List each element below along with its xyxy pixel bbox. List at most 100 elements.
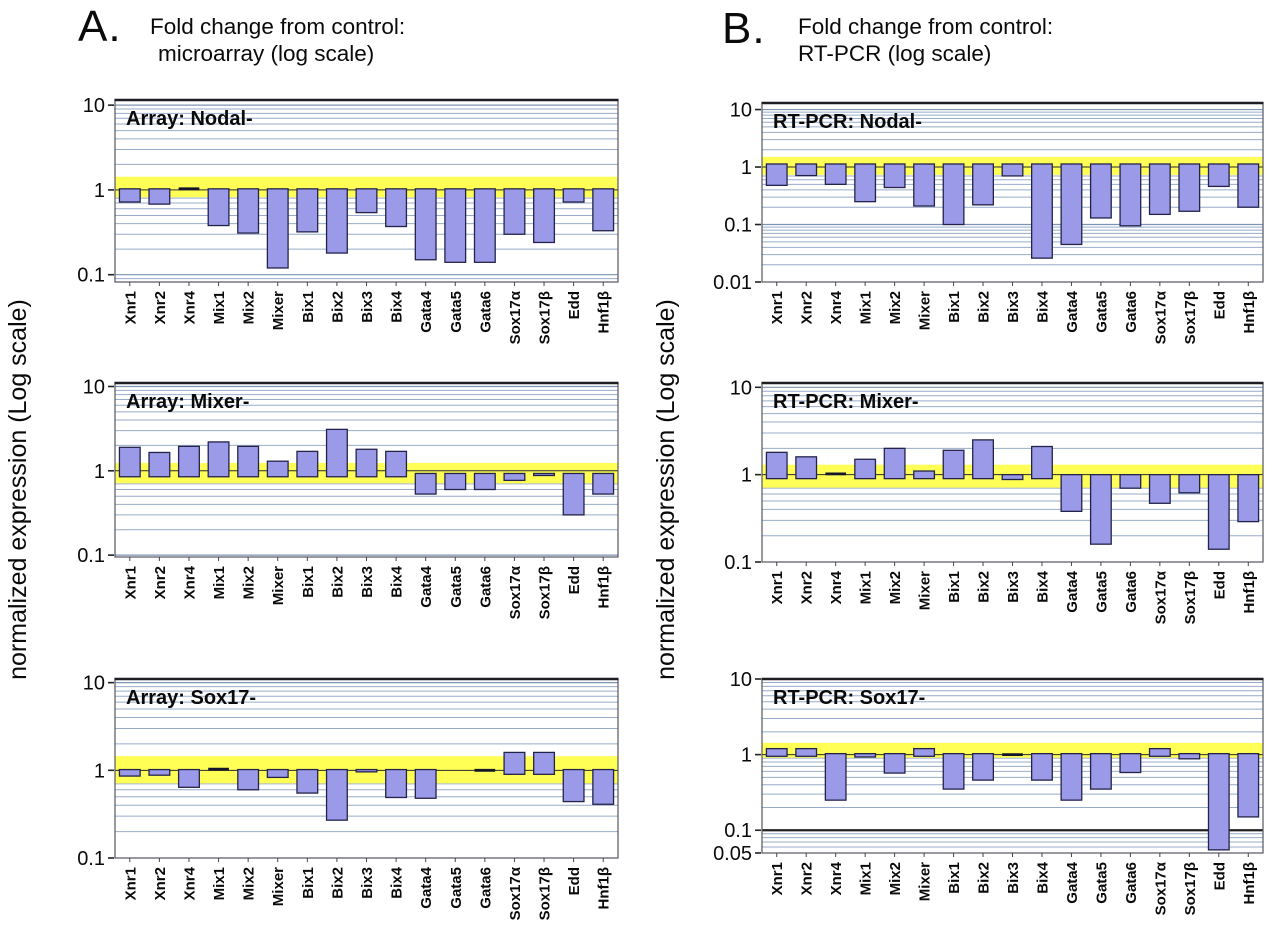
chart-array-nodal: 10 1 0.1 Xnr1 Xnr2 Xnr4 Mix1 Mix2 Mixer Bix1 Bix2 B… xyxy=(77,95,619,344)
x-category-label: Sox17β xyxy=(1182,862,1199,915)
x-category-label: Sox17α xyxy=(1152,570,1169,624)
chart-array-mixer: 10 1 0.1 Xnr1 Xnr2 Xnr4 Mix1 Mix2 Mixer Bix1 Bix2 B… xyxy=(77,376,619,619)
y-tick-label: 10 xyxy=(83,673,105,695)
bar-Bix3 xyxy=(1001,473,1024,481)
x-category-label: Xnr4 xyxy=(828,570,845,604)
x-category-label: Gata4 xyxy=(1064,570,1081,612)
bar-Hnf1β xyxy=(1237,473,1260,523)
bar-Mixer xyxy=(913,747,936,757)
y-tick-label: 1 xyxy=(94,760,105,782)
y-tick-label: 1 xyxy=(741,465,752,487)
bar-Mixer xyxy=(266,768,289,779)
bar-Bix1 xyxy=(296,450,319,478)
x-category-label: Gata4 xyxy=(418,290,435,332)
x-category-label: Mix2 xyxy=(887,291,904,324)
bar-Xnr4 xyxy=(824,163,847,185)
x-category-label: Gata4 xyxy=(1064,861,1081,903)
bar-Gata6 xyxy=(1119,163,1142,227)
bar-Xnr2 xyxy=(148,188,171,205)
bar-Xnr1 xyxy=(118,446,141,478)
chart-title-array-mixer: Array: Mixer- xyxy=(126,391,249,413)
x-category-label: Xnr1 xyxy=(122,867,139,900)
bar-Xnr4 xyxy=(177,445,200,478)
x-category-label: Bix4 xyxy=(389,565,406,597)
bar-Bix4 xyxy=(1031,445,1053,480)
x-category-label: Bix3 xyxy=(1005,291,1022,323)
x-category-label: Bix4 xyxy=(1034,290,1051,322)
bar-Sox17β xyxy=(533,472,556,477)
x-category-label: Edd xyxy=(566,867,583,895)
bar-Hnf1β xyxy=(1237,752,1260,818)
x-category-label: Sox17α xyxy=(1152,290,1169,344)
bar-Bix3 xyxy=(355,448,378,478)
x-category-label: Xnr1 xyxy=(769,291,786,324)
bar-Gata5 xyxy=(1089,163,1112,219)
chart-title-rtpcr-nodal: RT-PCR: Nodal- xyxy=(773,111,922,133)
x-category-label: Xnr4 xyxy=(828,861,845,895)
x-category-label: Xnr4 xyxy=(181,866,198,900)
x-category-label: Bix4 xyxy=(389,866,406,898)
bar-Edd xyxy=(1207,752,1230,851)
bar-Xnr1 xyxy=(765,747,788,757)
x-category-label: Gata6 xyxy=(1123,571,1140,613)
bar-Mixer xyxy=(266,188,289,269)
x-category-label: Bix1 xyxy=(300,566,317,598)
bar-Bix4 xyxy=(1031,752,1053,781)
x-category-label: Mix1 xyxy=(858,291,875,324)
x-category-label: Xnr1 xyxy=(769,862,786,895)
bar-Mix2 xyxy=(883,752,906,774)
bar-Mixer xyxy=(266,460,289,478)
bar-Bix2 xyxy=(972,752,994,781)
x-category-label: Xnr1 xyxy=(122,291,139,324)
bar-Gata4 xyxy=(1060,473,1083,513)
bar-Bix3 xyxy=(1001,163,1024,177)
x-category-label: Gata6 xyxy=(477,566,494,608)
y-tick-label: 0.1 xyxy=(724,215,752,237)
x-category-label: Bix1 xyxy=(300,867,317,899)
bar-Mix1 xyxy=(207,188,230,227)
bar-Bix3 xyxy=(355,768,378,773)
x-category-label: Gata5 xyxy=(1093,862,1110,904)
y-tick-label: 1 xyxy=(94,180,105,202)
x-category-label: Gata4 xyxy=(418,866,435,908)
bar-Mix2 xyxy=(237,768,260,791)
panel-b-header-line2: RT-PCR (log scale) xyxy=(798,41,992,66)
panel-a-header-line2: microarray (log scale) xyxy=(158,41,375,66)
x-category-label: Sox17β xyxy=(537,867,554,920)
y-tick-label: 10 xyxy=(730,669,752,691)
bar-Xnr2 xyxy=(148,768,171,776)
bar-Gata5 xyxy=(1089,752,1112,790)
x-category-label: Mix2 xyxy=(887,862,904,895)
bar-Mix1 xyxy=(854,752,877,758)
x-category-label: Sox17β xyxy=(1182,571,1199,624)
x-category-label: Sox17β xyxy=(537,291,554,344)
bar-Gata6 xyxy=(1119,473,1142,489)
bar-Bix2 xyxy=(325,768,348,821)
bar-Xnr1 xyxy=(765,163,788,187)
x-category-label: Gata6 xyxy=(1123,862,1140,904)
bar-Gata4 xyxy=(414,768,437,799)
y-tick-label: 0.1 xyxy=(724,820,752,842)
y-tick-label: 10 xyxy=(730,377,752,399)
x-category-label: Mixer xyxy=(917,862,934,901)
bar-Sox17α xyxy=(1148,163,1171,216)
x-category-label: Sox17β xyxy=(1182,291,1199,344)
x-category-label: Gata6 xyxy=(477,291,494,333)
x-category-label: Mixer xyxy=(917,571,934,610)
x-category-label: Xnr1 xyxy=(769,571,786,604)
chart-rtpcr-nodal: 10 1 0.1 0.01 Xnr1 Xnr2 Xnr4 Mix1 Mix2 Mixer Bix1 B… xyxy=(713,100,1264,344)
bar-Mix2 xyxy=(237,188,260,234)
bar-Gata4 xyxy=(414,188,437,261)
x-category-label: Xnr1 xyxy=(122,566,139,599)
panel-a-header-line1: Fold change from control: xyxy=(150,14,406,39)
bar-Sox17β xyxy=(1178,473,1201,494)
bar-Sox17β xyxy=(1178,163,1201,212)
x-category-label: Gata5 xyxy=(1093,291,1110,333)
x-category-label: Bix2 xyxy=(329,566,346,598)
x-category-label: Sox17α xyxy=(507,866,524,920)
x-category-label: Mix1 xyxy=(858,571,875,604)
x-category-label: Gata5 xyxy=(448,291,465,333)
x-category-label: Bix3 xyxy=(1005,571,1022,603)
bar-Gata4 xyxy=(1060,163,1083,246)
x-category-label: Gata5 xyxy=(448,867,465,909)
